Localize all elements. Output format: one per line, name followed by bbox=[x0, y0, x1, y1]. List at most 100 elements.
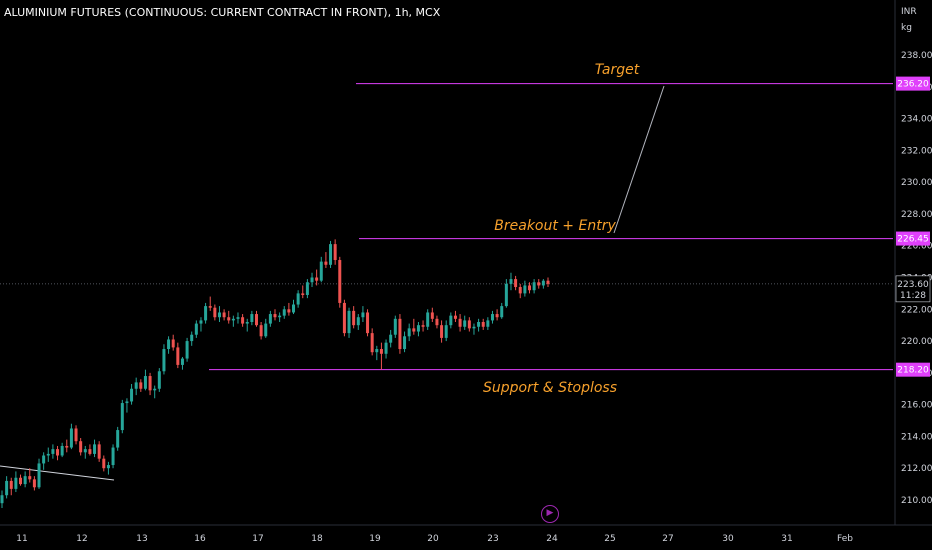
level-annotation: Support & Stoploss bbox=[483, 380, 617, 396]
candle-body bbox=[444, 325, 448, 338]
candle-body bbox=[134, 382, 138, 389]
level-annotation: Target bbox=[595, 62, 640, 78]
candle-body bbox=[194, 323, 198, 335]
candle-body bbox=[28, 476, 32, 480]
candle-body bbox=[19, 477, 23, 485]
candle-body bbox=[527, 285, 531, 291]
candle-body bbox=[292, 304, 296, 313]
y-tick-label: 214.00 bbox=[901, 432, 932, 442]
candle-body bbox=[167, 339, 171, 350]
price-level-badge-text: 218.20 bbox=[897, 366, 929, 376]
candle-body bbox=[143, 376, 147, 389]
candle-body bbox=[250, 314, 254, 322]
candle-body bbox=[185, 341, 189, 359]
x-tick-label: 18 bbox=[311, 534, 323, 544]
y-tick-label: 234.00 bbox=[901, 115, 932, 125]
candle-body bbox=[23, 476, 27, 485]
candle-body bbox=[403, 336, 407, 350]
candle-body bbox=[361, 312, 365, 318]
candle-body bbox=[208, 306, 212, 308]
x-tick-label: Feb bbox=[837, 534, 853, 544]
candle-body bbox=[504, 283, 508, 307]
candle-body bbox=[486, 320, 490, 327]
candle-body bbox=[319, 261, 323, 281]
candle-body bbox=[472, 326, 476, 329]
candle-body bbox=[333, 244, 337, 261]
candle-body bbox=[130, 388, 134, 402]
target-projection-line bbox=[613, 85, 665, 234]
y-tick-label: 216.00 bbox=[901, 401, 932, 411]
candle-body bbox=[125, 401, 129, 404]
candle-body bbox=[231, 318, 235, 321]
candle-body bbox=[268, 314, 272, 324]
candle-body bbox=[74, 428, 78, 442]
candle-body bbox=[157, 371, 161, 389]
candle-body bbox=[338, 260, 342, 303]
candle-body bbox=[162, 349, 166, 372]
axis-currency-label: INR bbox=[901, 7, 917, 17]
candle-body bbox=[523, 285, 527, 294]
candle-body bbox=[236, 317, 240, 319]
replay-button[interactable]: ▶ bbox=[541, 505, 559, 523]
x-tick-label: 27 bbox=[662, 534, 673, 544]
candle-body bbox=[532, 282, 536, 291]
candle-body bbox=[273, 314, 277, 318]
candle-body bbox=[449, 315, 453, 326]
candle-body bbox=[490, 314, 494, 321]
candle-body bbox=[37, 463, 41, 488]
candle-body bbox=[500, 306, 504, 318]
axis-unit-label: kg bbox=[901, 23, 912, 33]
candle-body bbox=[222, 312, 226, 318]
candle-body bbox=[111, 447, 115, 466]
candle-body bbox=[69, 428, 73, 448]
level-annotation: Breakout + Entry bbox=[494, 218, 616, 234]
candle-body bbox=[32, 479, 36, 488]
current-price-text: 223.60 bbox=[897, 280, 929, 290]
price-level-badge bbox=[896, 362, 930, 377]
candle-body bbox=[315, 277, 319, 281]
candle-body bbox=[379, 349, 383, 354]
y-tick-label: 210.00 bbox=[901, 496, 932, 506]
candle-body bbox=[347, 310, 351, 334]
candle-body bbox=[356, 317, 360, 326]
candle-body bbox=[495, 314, 499, 318]
candle-body bbox=[259, 325, 263, 337]
candle-body bbox=[440, 325, 444, 338]
candle-body bbox=[384, 342, 388, 354]
price-level-badge-text: 226.45 bbox=[897, 235, 929, 245]
candle-body bbox=[467, 320, 471, 329]
candle-body bbox=[518, 287, 522, 294]
candle-body bbox=[139, 382, 143, 389]
candle-body bbox=[5, 480, 9, 496]
candle-body bbox=[463, 320, 467, 327]
y-tick-label: 226.00 bbox=[901, 242, 932, 252]
price-level-badge-text: 236.20 bbox=[897, 80, 929, 90]
candle-body bbox=[83, 449, 87, 453]
x-tick-label: 12 bbox=[76, 534, 87, 544]
candle-body bbox=[537, 282, 541, 286]
candle-body bbox=[153, 388, 157, 391]
candle-body bbox=[199, 320, 203, 324]
x-tick-label: 17 bbox=[252, 534, 263, 544]
candle-body bbox=[435, 318, 439, 326]
candle-body bbox=[352, 310, 356, 326]
candle-body bbox=[102, 458, 106, 469]
candle-body bbox=[120, 403, 124, 431]
y-tick-label: 230.00 bbox=[901, 178, 932, 188]
candle-body bbox=[310, 277, 314, 283]
candle-body bbox=[278, 315, 282, 318]
candle-body bbox=[366, 312, 370, 334]
candle-body bbox=[301, 293, 305, 295]
candle-body bbox=[416, 325, 420, 332]
x-tick-label: 24 bbox=[546, 534, 558, 544]
x-tick-label: 13 bbox=[136, 534, 147, 544]
y-tick-label: 228.00 bbox=[901, 210, 932, 220]
candle-body bbox=[56, 449, 60, 456]
candle-body bbox=[106, 465, 110, 469]
y-tick-label: 222.00 bbox=[901, 305, 932, 315]
candle-body bbox=[477, 322, 481, 327]
candle-body bbox=[541, 280, 545, 286]
candle-body bbox=[190, 334, 194, 342]
